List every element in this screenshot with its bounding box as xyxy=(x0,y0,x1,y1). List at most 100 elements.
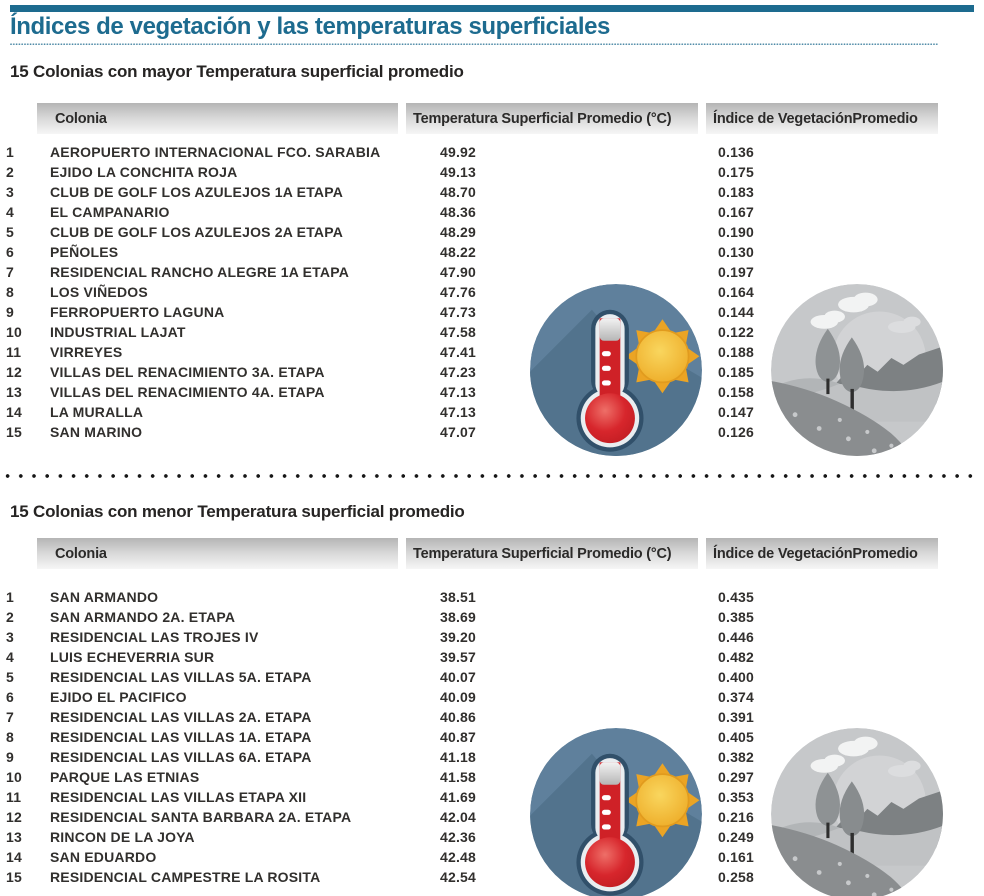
temperature-value: 48.36 xyxy=(440,204,477,220)
temperature-value: 47.41 xyxy=(440,344,477,360)
vegetation-index-value: 0.482 xyxy=(718,649,755,665)
row-rank: 8 xyxy=(6,284,14,300)
colonia-name: SAN MARINO xyxy=(50,424,143,440)
temperature-value: 47.58 xyxy=(440,324,477,340)
temperature-value: 49.13 xyxy=(440,164,477,180)
table-row: 8 RESIDENCIAL LAS VILLAS 1A. ETAPA 40.87 0.… xyxy=(0,728,984,748)
row-rank: 10 xyxy=(6,324,22,340)
vegetation-index-value: 0.126 xyxy=(718,424,755,440)
colonia-name: EJIDO EL PACIFICO xyxy=(50,689,187,705)
table-row: 6 PEÑOLES 48.22 0.130 xyxy=(0,243,984,263)
temperature-value: 49.92 xyxy=(440,144,477,160)
vegetation-index-value: 0.167 xyxy=(718,204,755,220)
table-row: 11 VIRREYES 47.41 0.188 xyxy=(0,343,984,363)
vegetation-index-value: 0.144 xyxy=(718,304,755,320)
row-rank: 4 xyxy=(6,204,14,220)
temperature-value: 42.04 xyxy=(440,809,477,825)
row-rank: 9 xyxy=(6,304,14,320)
vegetation-index-value: 0.130 xyxy=(718,244,755,260)
colonia-name: VILLAS DEL RENACIMIENTO 3A. ETAPA xyxy=(50,364,325,380)
row-rank: 15 xyxy=(6,869,22,885)
section-heading-mayor: 15 Colonias con mayor Temperatura superf… xyxy=(10,62,464,81)
vegetation-index-value: 0.374 xyxy=(718,689,755,705)
table-row: 7 RESIDENCIAL RANCHO ALEGRE 1A ETAPA 47.90… xyxy=(0,263,984,283)
table-row: 14 SAN EDUARDO 42.48 0.161 xyxy=(0,848,984,868)
table-row: 2 SAN ARMANDO 2A. ETAPA 38.69 0.385 xyxy=(0,608,984,628)
colonia-name: RESIDENCIAL LAS TROJES IV xyxy=(50,629,259,645)
colonia-name: FERROPUERTO LAGUNA xyxy=(50,304,225,320)
temperature-value: 41.18 xyxy=(440,749,477,765)
colonia-name: AEROPUERTO INTERNACIONAL FCO. SARABIA xyxy=(50,144,381,160)
colonia-name: RESIDENCIAL RANCHO ALEGRE 1A ETAPA xyxy=(50,264,350,280)
colonia-name: EJIDO LA CONCHITA ROJA xyxy=(50,164,238,180)
temperature-value: 47.73 xyxy=(440,304,477,320)
table-row: 12 RESIDENCIAL SANTA BARBARA 2A. ETAPA 42.… xyxy=(0,808,984,828)
temperature-value: 40.09 xyxy=(440,689,477,705)
vegetation-index-value: 0.258 xyxy=(718,869,755,885)
vegetation-index-value: 0.400 xyxy=(718,669,755,685)
table-row: 9 FERROPUERTO LAGUNA 47.73 0.144 xyxy=(0,303,984,323)
row-rank: 7 xyxy=(6,709,14,725)
temperature-value: 48.22 xyxy=(440,244,477,260)
temperature-value: 47.13 xyxy=(440,384,477,400)
temperature-value: 47.90 xyxy=(440,264,477,280)
table-row: 4 LUIS ECHEVERRIA SUR 39.57 0.482 xyxy=(0,648,984,668)
colonia-name: RINCON DE LA JOYA xyxy=(50,829,195,845)
table-row: 13 VILLAS DEL RENACIMIENTO 4A. ETAPA 47.13… xyxy=(0,383,984,403)
table-row: 3 CLUB DE GOLF LOS AZULEJOS 1A ETAPA 48.70… xyxy=(0,183,984,203)
colonia-name: RESIDENCIAL SANTA BARBARA 2A. ETAPA xyxy=(50,809,352,825)
table-row: 3 RESIDENCIAL LAS TROJES IV 39.20 0.446 xyxy=(0,628,984,648)
column-header-colonia: Colonia xyxy=(37,103,398,134)
vegetation-index-value: 0.185 xyxy=(718,364,755,380)
temperature-value: 38.51 xyxy=(440,589,477,605)
accent-top-bar xyxy=(10,5,974,12)
table-row: 11 RESIDENCIAL LAS VILLAS ETAPA XII 41.69 0… xyxy=(0,788,984,808)
row-rank: 5 xyxy=(6,224,14,240)
temperature-value: 40.07 xyxy=(440,669,477,685)
temperature-value: 47.76 xyxy=(440,284,477,300)
table-row: 12 VILLAS DEL RENACIMIENTO 3A. ETAPA 47.23… xyxy=(0,363,984,383)
colonia-name: LUIS ECHEVERRIA SUR xyxy=(50,649,215,665)
temperature-value: 42.48 xyxy=(440,849,477,865)
vegetation-index-value: 0.158 xyxy=(718,384,755,400)
temperature-value: 41.58 xyxy=(440,769,477,785)
temperature-value: 47.13 xyxy=(440,404,477,420)
colonia-name: PARQUE LAS ETNIAS xyxy=(50,769,200,785)
temperature-value: 42.54 xyxy=(440,869,477,885)
row-rank: 11 xyxy=(6,344,22,360)
table-row: 15 RESIDENCIAL CAMPESTRE LA ROSITA 42.54 0.… xyxy=(0,868,984,888)
colonia-name: SAN ARMANDO 2A. ETAPA xyxy=(50,609,236,625)
vegetation-index-value: 0.297 xyxy=(718,769,755,785)
row-rank: 9 xyxy=(6,749,14,765)
vegetation-index-value: 0.382 xyxy=(718,749,755,765)
row-rank: 14 xyxy=(6,849,22,865)
table-row: 8 LOS VIÑEDOS 47.76 0.164 xyxy=(0,283,984,303)
page-title: Índices de vegetación y las temperaturas… xyxy=(10,13,611,40)
column-header-indice: Índice de VegetaciónPromedio xyxy=(706,103,938,134)
temperature-value: 40.87 xyxy=(440,729,477,745)
temperature-value: 48.29 xyxy=(440,224,477,240)
row-rank: 2 xyxy=(6,609,14,625)
temperature-value: 39.20 xyxy=(440,629,477,645)
colonia-name: EL CAMPANARIO xyxy=(50,204,170,220)
table-row: 6 EJIDO EL PACIFICO 40.09 0.374 xyxy=(0,688,984,708)
row-rank: 11 xyxy=(6,789,22,805)
vegetation-index-value: 0.161 xyxy=(718,849,755,865)
temperature-value: 47.23 xyxy=(440,364,477,380)
temperature-value: 39.57 xyxy=(440,649,477,665)
vegetation-index-value: 0.122 xyxy=(718,324,755,340)
temperature-value: 40.86 xyxy=(440,709,477,725)
thermometer-sun-icon xyxy=(530,728,702,896)
row-rank: 7 xyxy=(6,264,14,280)
colonia-name: SAN EDUARDO xyxy=(50,849,157,865)
colonia-name: VIRREYES xyxy=(50,344,123,360)
vegetation-index-value: 0.391 xyxy=(718,709,755,725)
temperature-value: 47.07 xyxy=(440,424,477,440)
table-row: 7 RESIDENCIAL LAS VILLAS 2A. ETAPA 40.86 0.… xyxy=(0,708,984,728)
vegetation-index-value: 0.164 xyxy=(718,284,755,300)
vegetation-landscape-icon xyxy=(771,728,943,896)
colonia-name: RESIDENCIAL CAMPESTRE LA ROSITA xyxy=(50,869,321,885)
vegetation-index-value: 0.249 xyxy=(718,829,755,845)
vegetation-index-value: 0.136 xyxy=(718,144,755,160)
